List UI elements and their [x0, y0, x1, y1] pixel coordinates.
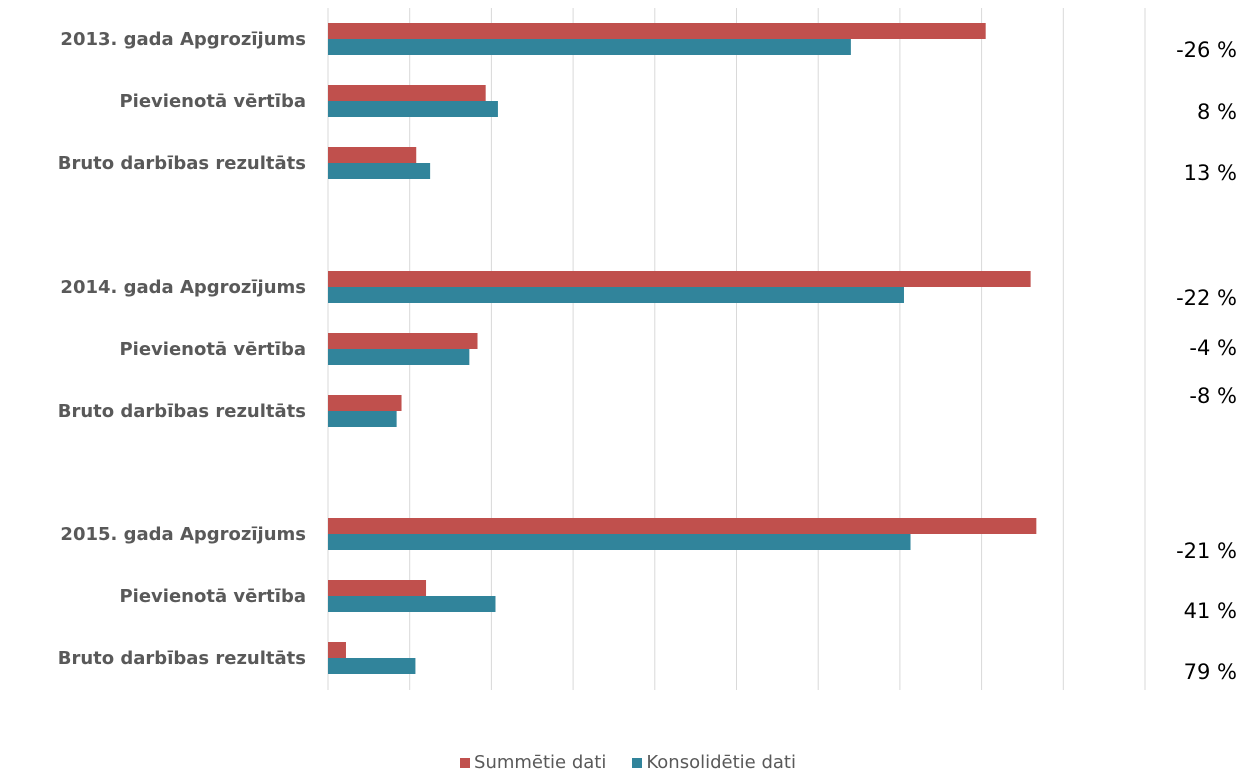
legend-swatch-konsolidetie [632, 757, 643, 768]
bar-summetie [328, 518, 1037, 534]
change-label: 13 % [1184, 161, 1237, 185]
bar-summetie [328, 147, 417, 163]
bar-summetie [328, 395, 402, 411]
category-label: Bruto darbības rezultāts [58, 153, 306, 174]
bar-konsolidetie [328, 101, 498, 117]
bar-summetie [328, 333, 478, 349]
category-label: Bruto darbības rezultāts [58, 401, 306, 422]
change-label: -21 % [1176, 539, 1237, 563]
category-label: 2014. gada Apgrozījums [60, 277, 306, 298]
category-label: Pievienotā vērtība [119, 91, 306, 112]
bar-konsolidetie [328, 349, 470, 365]
bar-konsolidetie [328, 39, 851, 55]
bars [328, 23, 1037, 674]
change-labels: -26 % 8 % 13 % -22 % -4 % -8 % -21 % 41 % 79 % [1176, 38, 1237, 684]
legend: Summētie dati Konsolidētie dati [0, 752, 1256, 773]
category-label: 2015. gada Apgrozījums [60, 524, 306, 545]
change-label: -4 % [1189, 336, 1237, 360]
legend-label-konsolidetie: Konsolidētie dati [646, 752, 796, 773]
change-label: -22 % [1176, 286, 1237, 310]
category-labels: 2013. gada Apgrozījums Pievienotā vērtība… [58, 29, 306, 669]
change-label: -26 % [1176, 38, 1237, 62]
category-label: 2013. gada Apgrozījums [60, 29, 306, 50]
bar-summetie [328, 642, 346, 658]
bar-summetie [328, 85, 486, 101]
bar-konsolidetie [328, 658, 416, 674]
bar-summetie [328, 23, 986, 39]
change-label: 41 % [1184, 599, 1237, 623]
bar-summetie [328, 271, 1031, 287]
gridlines [327, 8, 1146, 690]
bar-konsolidetie [328, 163, 431, 179]
category-label: Bruto darbības rezultāts [58, 648, 306, 669]
bar-summetie [328, 580, 427, 596]
change-label: 8 % [1197, 100, 1237, 124]
change-label: 79 % [1184, 660, 1237, 684]
bar-konsolidetie [328, 287, 904, 303]
legend-swatch-summetie [460, 757, 471, 768]
bar-konsolidetie [328, 411, 397, 427]
bar-konsolidetie [328, 534, 911, 550]
bar-konsolidetie [328, 596, 496, 612]
legend-item-summetie: Summētie dati [460, 752, 606, 773]
legend-label-summetie: Summētie dati [474, 752, 607, 773]
category-label: Pievienotā vērtība [119, 586, 306, 607]
change-label: -8 % [1189, 384, 1237, 408]
legend-item-konsolidetie: Konsolidētie dati [632, 752, 796, 773]
category-label: Pievienotā vērtība [119, 339, 306, 360]
